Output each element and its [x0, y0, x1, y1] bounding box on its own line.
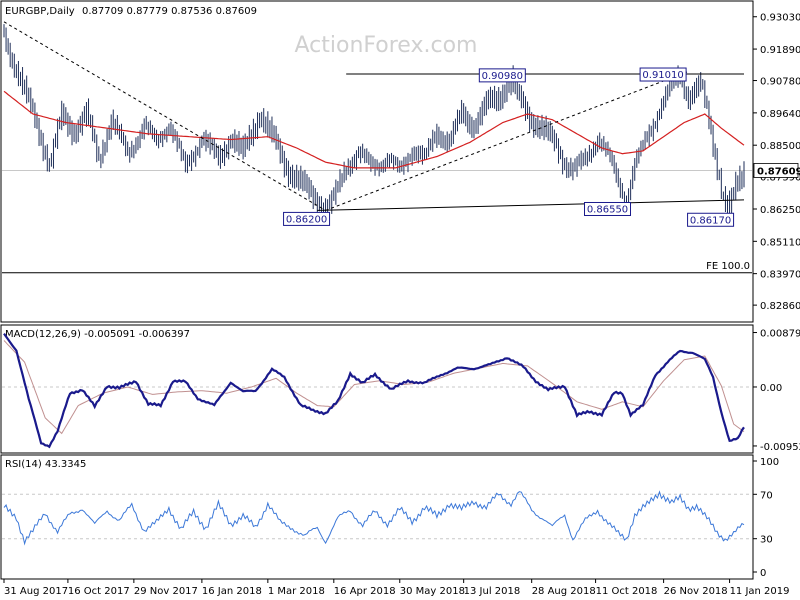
price-tick-label: 0.87390 [760, 173, 800, 184]
macd-main-line [3, 332, 745, 449]
date-tick-label: 26 Nov 2018 [664, 586, 728, 597]
rsi-label: RSI(14) 43.3345 [5, 459, 86, 470]
price-annotation-label: 0.90980 [482, 71, 523, 82]
price-annotation-box [283, 211, 331, 226]
date-tick-label: 11 Jan 2019 [730, 586, 790, 597]
price-annotation-label: 0.86550 [587, 204, 628, 215]
moving-average [3, 90, 745, 169]
date-tick-label: 16 Jan 2018 [202, 586, 262, 597]
price-panel-frame [0, 0, 754, 323]
price-annotation-box [584, 201, 632, 216]
rsi-lines [2, 490, 752, 546]
price-tick-label: 0.82860 [760, 301, 800, 312]
price-annotations: 0.86200 0.90980 0.86550 0.91010 0.86170 [283, 67, 735, 227]
moving-average-line [3, 90, 745, 169]
price-tick-label: 0.86250 [760, 205, 800, 216]
date-tick-label: 29 Nov 2017 [134, 586, 198, 597]
macd-tick-label: 0.008791 [760, 329, 800, 340]
rsi-tick-label: 0 [760, 568, 766, 579]
price-tick-label: 0.89640 [760, 109, 800, 120]
price-annotation-label: 0.86200 [286, 214, 327, 225]
price-tick-label: 0.93030 [760, 13, 800, 24]
price-annotation-label: 0.86170 [690, 215, 731, 226]
date-axis: 31 Aug 2017 16 Oct 2017 29 Nov 2017 16 Jan … [3, 579, 790, 597]
date-tick-label: 30 May 2018 [400, 586, 465, 597]
price-annotation-label: 0.91010 [642, 70, 683, 81]
macd-label: MACD(12,26,9) -0.005091 -0.006397 [5, 329, 190, 340]
date-tick-label: 11 Oct 2018 [596, 586, 658, 597]
rsi-axis: 100 70 30 0 [753, 457, 779, 579]
rsi-tick-label: 70 [760, 490, 773, 501]
date-tick-label: 31 Aug 2017 [4, 586, 68, 597]
price-tick-label: 0.88500 [760, 141, 800, 152]
dashed-trendline [3, 21, 326, 211]
fe-label: FE 100.0 [706, 261, 750, 272]
date-tick-label: 16 Apr 2018 [334, 586, 396, 597]
solid-trendline [317, 199, 745, 211]
price-annotation-box [687, 212, 735, 227]
macd-tick-label: 0.00 [760, 383, 782, 394]
ohlc-label: 0.87709 0.87779 0.87536 0.87609 [82, 6, 257, 17]
macd-panel-frame [0, 324, 754, 454]
rsi-tick-label: 30 [760, 535, 773, 546]
date-tick-label: 16 Oct 2017 [68, 586, 130, 597]
price-bars [3, 24, 745, 224]
rsi-tick-label: 100 [760, 457, 779, 468]
price-tick-label: 0.91890 [760, 45, 800, 56]
symbol-label: EURGBP,Daily [5, 6, 75, 17]
date-tick-label: 1 Mar 2018 [268, 586, 325, 597]
macd-lines [2, 332, 752, 449]
date-tick-label: 13 Jul 2018 [464, 586, 521, 597]
price-tick-label: 0.90780 [760, 77, 800, 88]
price-annotation-box [478, 68, 526, 83]
current-price-box [753, 163, 799, 178]
price-tick-label: 0.85110 [760, 237, 800, 248]
rsi-line [3, 490, 745, 546]
price-tick-label: 0.83970 [760, 270, 800, 281]
price-axis: 0.93030 0.91890 0.90780 0.89640 0.88500 0.873… [753, 13, 800, 312]
dashed-trendline [325, 71, 689, 211]
watermark: ActionForex.com [295, 33, 478, 58]
current-price-label: 0.87609 [757, 166, 800, 177]
price-grid: FE 100.0 [2, 169, 752, 274]
date-tick-label: 28 Aug 2018 [532, 586, 596, 597]
rsi-panel-frame [0, 454, 754, 580]
macd-signal-line [3, 340, 745, 435]
price-annotation-box [639, 67, 687, 82]
macd-tick-label: -0.009524 [760, 442, 800, 453]
macd-axis: 0.008791 0.00 -0.009524 [753, 329, 800, 453]
